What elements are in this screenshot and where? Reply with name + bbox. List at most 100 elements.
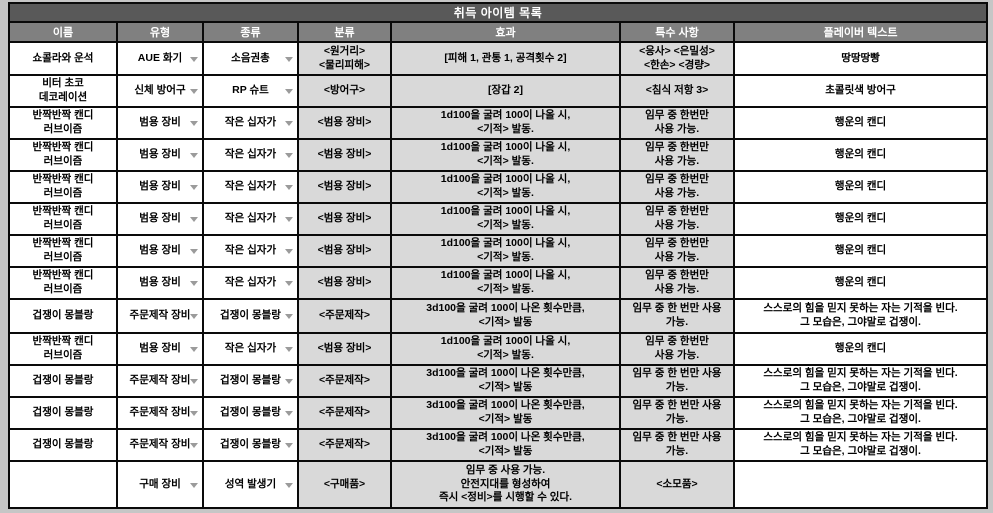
dropdown-arrow-icon[interactable] bbox=[190, 56, 198, 62]
cell-category[interactable]: <범용 장비> bbox=[297, 266, 392, 300]
cell-category[interactable]: <주문제작> bbox=[297, 396, 392, 430]
cell-special[interactable]: 임무 중 한번만 사용 가능. bbox=[619, 170, 735, 204]
cell-category[interactable]: <범용 장비> bbox=[297, 332, 392, 366]
cell-flavor[interactable]: 스스로의 힘을 믿지 못하는 자는 기적을 빈다. 그 모습은, 그야말로 겁쟁… bbox=[732, 364, 989, 398]
dropdown-arrow-icon[interactable] bbox=[190, 443, 198, 448]
cell-name[interactable]: 반짝반짝 캔디 러브이즘 bbox=[8, 138, 118, 172]
cell-name[interactable]: 반짝반짝 캔디 러브이즘 bbox=[8, 234, 118, 268]
cell-special[interactable]: 임무 중 한번만 사용 가능. bbox=[619, 202, 735, 236]
cell-name[interactable]: 비터 초코 데코레이션 bbox=[8, 74, 118, 108]
cell-category[interactable]: <범용 장비> bbox=[297, 138, 392, 172]
cell-type[interactable]: 주문제작 장비 bbox=[116, 428, 204, 462]
dropdown-arrow-icon[interactable] bbox=[285, 217, 293, 222]
cell-type[interactable]: 신체 방어구 bbox=[116, 74, 204, 108]
cell-effect[interactable]: 1d100을 굴려 100이 나올 시, <기적> 발동. bbox=[390, 234, 621, 268]
cell-kind[interactable]: 작은 십자가 bbox=[202, 202, 299, 236]
dropdown-arrow-icon[interactable] bbox=[190, 314, 198, 319]
cell-category[interactable]: <방어구> bbox=[297, 74, 392, 108]
cell-type[interactable]: 범용 장비 bbox=[116, 202, 204, 236]
cell-category[interactable]: <주문제작> bbox=[297, 364, 392, 398]
cell-special[interactable]: <응사> <은밀성> <한손> <경량> bbox=[619, 41, 735, 76]
cell-kind[interactable]: 작은 십자가 bbox=[202, 170, 299, 204]
cell-effect[interactable]: [장갑 2] bbox=[390, 74, 621, 108]
dropdown-arrow-icon[interactable] bbox=[190, 379, 198, 384]
dropdown-arrow-icon[interactable] bbox=[285, 411, 293, 416]
cell-special[interactable]: 임무 중 한번만 사용 가능. bbox=[619, 106, 735, 140]
cell-effect[interactable]: 1d100을 굴려 100이 나올 시, <기적> 발동. bbox=[390, 138, 621, 172]
cell-effect[interactable]: 1d100을 굴려 100이 나올 시, <기적> 발동. bbox=[390, 202, 621, 236]
cell-category[interactable]: <범용 장비> bbox=[297, 202, 392, 236]
cell-name[interactable]: 겁쟁이 몽블랑 bbox=[8, 396, 118, 430]
dropdown-arrow-icon[interactable] bbox=[285, 153, 293, 158]
cell-special[interactable]: 임무 중 한 번만 사용 가능. bbox=[619, 298, 735, 334]
cell-type[interactable]: 주문제작 장비 bbox=[116, 364, 204, 398]
cell-type[interactable]: 주문제작 장비 bbox=[116, 298, 204, 334]
dropdown-arrow-icon[interactable] bbox=[285, 121, 293, 126]
cell-category[interactable]: <구매품> bbox=[297, 460, 392, 509]
cell-type[interactable]: 범용 장비 bbox=[116, 332, 204, 366]
cell-flavor[interactable]: 행운의 캔디 bbox=[732, 266, 989, 300]
dropdown-arrow-icon[interactable] bbox=[285, 89, 293, 94]
cell-type[interactable]: 구매 장비 bbox=[116, 460, 204, 509]
dropdown-arrow-icon[interactable] bbox=[285, 482, 293, 488]
cell-type[interactable]: 범용 장비 bbox=[116, 138, 204, 172]
cell-name[interactable] bbox=[8, 460, 118, 509]
cell-special[interactable]: 임무 중 한번만 사용 가능. bbox=[619, 332, 735, 366]
cell-name[interactable]: 겁쟁이 몽블랑 bbox=[8, 298, 118, 334]
cell-flavor[interactable]: 행운의 캔디 bbox=[732, 138, 989, 172]
dropdown-arrow-icon[interactable] bbox=[190, 89, 198, 94]
cell-kind[interactable]: 성역 발생기 bbox=[202, 460, 299, 509]
cell-special[interactable]: 임무 중 한번만 사용 가능. bbox=[619, 266, 735, 300]
cell-kind[interactable]: 작은 십자가 bbox=[202, 106, 299, 140]
dropdown-arrow-icon[interactable] bbox=[190, 153, 198, 158]
cell-name[interactable]: 반짝반짝 캔디 러브이즘 bbox=[8, 170, 118, 204]
cell-special[interactable]: <침식 저항 3> bbox=[619, 74, 735, 108]
cell-kind[interactable]: 작은 십자가 bbox=[202, 266, 299, 300]
cell-flavor[interactable]: 행운의 캔디 bbox=[732, 170, 989, 204]
cell-kind[interactable]: 겁쟁이 몽블랑 bbox=[202, 364, 299, 398]
cell-category[interactable]: <원거리> <물리피해> bbox=[297, 41, 392, 76]
cell-effect[interactable]: 1d100을 굴려 100이 나올 시, <기적> 발동. bbox=[390, 332, 621, 366]
dropdown-arrow-icon[interactable] bbox=[190, 121, 198, 126]
dropdown-arrow-icon[interactable] bbox=[285, 56, 293, 62]
cell-special[interactable]: 임무 중 한번만 사용 가능. bbox=[619, 234, 735, 268]
cell-type[interactable]: AUE 화기 bbox=[116, 41, 204, 76]
dropdown-arrow-icon[interactable] bbox=[190, 411, 198, 416]
cell-category[interactable]: <범용 장비> bbox=[297, 234, 392, 268]
dropdown-arrow-icon[interactable] bbox=[285, 314, 293, 319]
cell-effect[interactable]: 1d100을 굴려 100이 나올 시, <기적> 발동. bbox=[390, 170, 621, 204]
cell-name[interactable]: 겁쟁이 몽블랑 bbox=[8, 364, 118, 398]
cell-flavor[interactable]: 초콜릿색 방어구 bbox=[732, 74, 989, 108]
cell-kind[interactable]: 겁쟁이 몽블랑 bbox=[202, 396, 299, 430]
cell-name[interactable]: 반짝반짝 캔디 러브이즘 bbox=[8, 202, 118, 236]
dropdown-arrow-icon[interactable] bbox=[190, 482, 198, 488]
cell-special[interactable]: 임무 중 한 번만 사용 가능. bbox=[619, 396, 735, 430]
cell-name[interactable]: 반짝반짝 캔디 러브이즘 bbox=[8, 332, 118, 366]
cell-kind[interactable]: 작은 십자가 bbox=[202, 234, 299, 268]
dropdown-arrow-icon[interactable] bbox=[285, 443, 293, 448]
cell-effect[interactable]: [피해 1, 관통 1, 공격횟수 2] bbox=[390, 41, 621, 76]
cell-flavor[interactable]: 행운의 캔디 bbox=[732, 202, 989, 236]
cell-kind[interactable]: 겁쟁이 몽블랑 bbox=[202, 428, 299, 462]
cell-kind[interactable]: 작은 십자가 bbox=[202, 332, 299, 366]
cell-flavor[interactable]: 스스로의 힘을 믿지 못하는 자는 기적을 빈다. 그 모습은, 그야말로 겁쟁… bbox=[732, 396, 989, 430]
cell-effect[interactable]: 3d100을 굴려 100이 나온 횟수만큼, <기적> 발동 bbox=[390, 428, 621, 462]
dropdown-arrow-icon[interactable] bbox=[190, 185, 198, 190]
cell-name[interactable]: 반짝반짝 캔디 러브이즘 bbox=[8, 266, 118, 300]
cell-kind[interactable]: 겁쟁이 몽블랑 bbox=[202, 298, 299, 334]
cell-special[interactable]: 임무 중 한번만 사용 가능. bbox=[619, 138, 735, 172]
dropdown-arrow-icon[interactable] bbox=[285, 347, 293, 352]
cell-category[interactable]: <범용 장비> bbox=[297, 170, 392, 204]
cell-category[interactable]: <범용 장비> bbox=[297, 106, 392, 140]
cell-effect[interactable]: 3d100을 굴려 100이 나온 횟수만큼, <기적> 발동 bbox=[390, 298, 621, 334]
dropdown-arrow-icon[interactable] bbox=[285, 249, 293, 254]
cell-category[interactable]: <주문제작> bbox=[297, 298, 392, 334]
cell-name[interactable]: 겁쟁이 몽블랑 bbox=[8, 428, 118, 462]
dropdown-arrow-icon[interactable] bbox=[190, 217, 198, 222]
cell-flavor[interactable]: 스스로의 힘을 믿지 못하는 자는 기적을 빈다. 그 모습은, 그야말로 겁쟁… bbox=[732, 428, 989, 462]
cell-effect[interactable]: 임무 중 사용 가능. 안전지대를 형성하여 즉시 <정비>를 시행할 수 있다… bbox=[390, 460, 621, 509]
dropdown-arrow-icon[interactable] bbox=[285, 185, 293, 190]
cell-flavor[interactable]: 땅땅땅빵 bbox=[732, 41, 989, 76]
cell-name[interactable]: 반짝반짝 캔디 러브이즘 bbox=[8, 106, 118, 140]
dropdown-arrow-icon[interactable] bbox=[190, 281, 198, 286]
